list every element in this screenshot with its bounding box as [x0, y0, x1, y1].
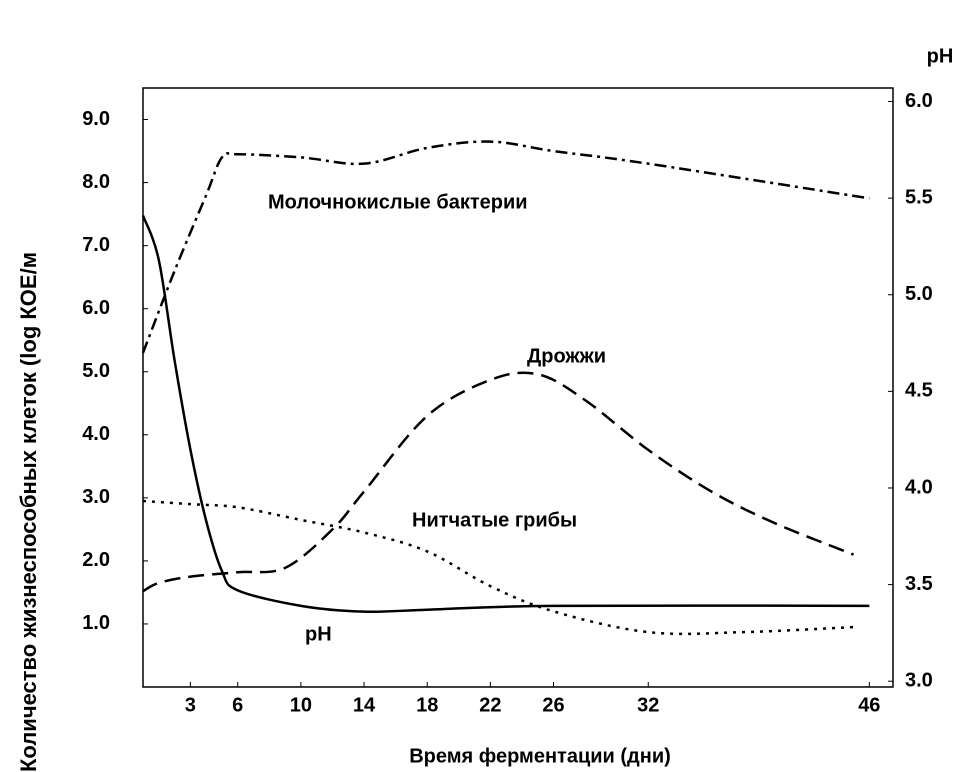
- x-tick-label: 46: [858, 694, 880, 716]
- y-tick-label: 3.0: [82, 486, 110, 508]
- x-tick-label: 22: [479, 694, 501, 716]
- x-tick-label: 26: [542, 694, 564, 716]
- y2-tick-label: 3.5: [905, 573, 933, 595]
- x-axis-label: Время ферментации (дни): [409, 745, 671, 767]
- series-annotation: Молочнокислые бактерии: [268, 191, 528, 213]
- x-tick-label: 32: [637, 694, 659, 716]
- y2-tick-label: 5.5: [905, 186, 933, 208]
- y-axis-label: Количество жизнеспособных клеток (log КО…: [16, 252, 41, 772]
- x-tick-label: 10: [290, 694, 312, 716]
- y-tick-label: 5.0: [82, 360, 110, 382]
- y-tick-label: 1.0: [82, 612, 110, 634]
- y-tick-label: 7.0: [82, 234, 110, 256]
- series-line: [141, 140, 870, 354]
- series-annotation: pH: [305, 623, 332, 645]
- y2-tick-label: 6.0: [905, 90, 933, 112]
- series-annotation: Нитчатые грибы: [412, 509, 577, 531]
- x-tick-label: 6: [232, 694, 243, 716]
- y-tick-label: 2.0: [82, 549, 110, 571]
- y2-tick-label: 3.0: [905, 669, 933, 691]
- y-tick-label: 4.0: [82, 423, 110, 445]
- series-line: [142, 499, 854, 636]
- y2-tick-label: 5.0: [905, 283, 933, 305]
- series-line: [141, 215, 870, 614]
- y-tick-label: 9.0: [82, 108, 110, 130]
- x-tick-label: 14: [353, 694, 376, 716]
- x-tick-label: 18: [416, 694, 438, 716]
- x-tick-label: 3: [185, 694, 196, 716]
- y2-tick-label: 4.5: [905, 380, 933, 402]
- series-annotation: Дрожжи: [527, 345, 606, 367]
- y2-axis-label: pH: [927, 45, 954, 67]
- y-tick-label: 8.0: [82, 171, 110, 193]
- y-tick-label: 6.0: [82, 297, 110, 319]
- series-line: [142, 371, 854, 593]
- plot-frame: [142, 87, 894, 688]
- y2-tick-label: 4.0: [905, 476, 933, 498]
